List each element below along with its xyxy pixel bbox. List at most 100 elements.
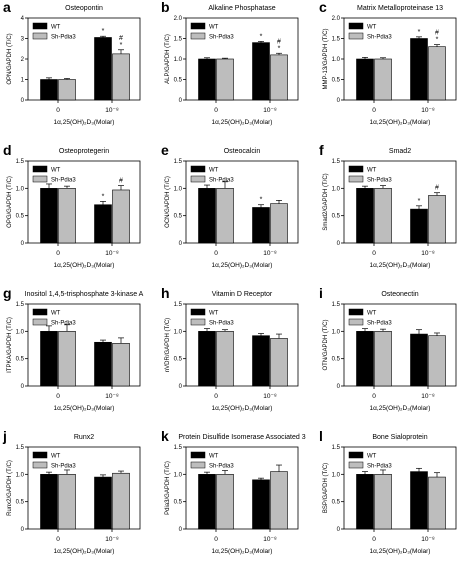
y-axis-label: Pdia3/GAPDH (T/C): [165, 461, 171, 515]
y-tick-label: 4: [21, 16, 25, 22]
legend-label: WT: [367, 311, 377, 317]
significance-mark: *: [418, 29, 421, 36]
bar-sh-1: [270, 54, 288, 101]
bar-sh-0: [216, 58, 234, 101]
x-axis-title: 1α,25(OH)₂D₃(Molar): [370, 262, 431, 269]
y-tick-label: 2.0: [174, 16, 183, 22]
bar-sh-0: [374, 58, 392, 101]
y-tick-label: 1.5: [16, 445, 25, 451]
panel-title: Protein Disulfide Isomerase Associated 3: [178, 434, 305, 441]
y-axis-label: Runx2/GAPDH (T/C): [7, 460, 13, 516]
y-axis-label: OPG/GAPDH (T/C): [7, 176, 13, 228]
legend-label: Sh-Pdia3: [51, 321, 76, 327]
y-tick-label: 0.5: [16, 500, 25, 506]
plot-frame: [343, 446, 457, 530]
bar-wt-0: [198, 474, 216, 530]
y-tick-label: 0: [21, 527, 25, 533]
legend-swatch-sh: [190, 318, 206, 326]
legend-swatch-sh: [32, 32, 48, 40]
x-tick-label: 0: [56, 393, 60, 400]
panel-c: c Matrix Metalloproteinase 13 0 0.5 1.0 1.5 2.…: [319, 0, 457, 126]
x-tick-label: 0: [56, 536, 60, 543]
panel-f: f Smad2 0 0.5 1.0 1.5 Smad2/GAPDH (T/C) 0 10⁻⁸ 1α…: [319, 142, 457, 269]
significance-mark: #: [119, 35, 123, 42]
bar-wt-0: [356, 474, 374, 530]
y-tick-label: 0: [21, 98, 25, 104]
legend-label: Sh-Pdia3: [51, 35, 76, 41]
bar-wt-1: [410, 333, 428, 387]
legend-swatch-sh: [32, 318, 48, 326]
panel-title: Inositol 1,4,5-trisphosphate 3-kinase A: [25, 291, 144, 298]
legend-label: Sh-Pdia3: [51, 464, 76, 470]
y-tick-label: 0.5: [332, 214, 341, 220]
legend-swatch-sh: [32, 175, 48, 183]
panel-b: b Alkaline Phosphatase 0 0.5 1.0 1.5 2.0 ALP/GA…: [161, 0, 299, 126]
bar-wt-0: [40, 331, 58, 387]
legend-label: Sh-Pdia3: [51, 178, 76, 184]
legend-label: WT: [51, 454, 61, 460]
y-tick-label: 0: [337, 527, 341, 533]
significance-mark: *: [278, 45, 281, 52]
panel-i: i Osteonectin 0 0.5 1.0 1.5 OTN/GAPDH (T/C) 0 10…: [319, 285, 457, 412]
y-tick-label: 0: [337, 384, 341, 390]
x-tick-label: 10⁻⁸: [105, 250, 119, 257]
y-tick-label: 0: [179, 527, 183, 533]
y-tick-label: 1.0: [332, 186, 341, 192]
x-tick-label: 10⁻⁸: [105, 107, 119, 114]
panel-j: j Runx2 0 0.5 1.0 1.5 Runx2/GAPDH (T/C) 0 10⁻⁸ 1α…: [2, 428, 141, 555]
x-axis-title: 1α,25(OH)₂D₃(Molar): [370, 548, 431, 555]
bar-sh-0: [216, 188, 234, 244]
panel-letter: d: [3, 142, 12, 158]
panel-letter: f: [319, 142, 324, 158]
significance-mark: *: [260, 197, 263, 204]
y-tick-label: 0: [21, 241, 25, 247]
y-tick-label: 0.5: [174, 500, 183, 506]
legend-swatch-wt: [32, 22, 48, 30]
significance-mark: #: [119, 178, 123, 185]
bar-wt-1: [94, 476, 112, 530]
y-tick-label: 1.5: [16, 302, 25, 308]
panel-letter: b: [161, 0, 170, 15]
bar-wt-1: [252, 42, 270, 101]
x-tick-label: 10⁻⁸: [421, 250, 435, 257]
bar-sh-0: [58, 331, 76, 387]
bar-sh-0: [216, 331, 234, 387]
significance-mark: *: [418, 198, 421, 205]
panel-title: Runx2: [74, 434, 94, 441]
y-tick-label: 0: [179, 241, 183, 247]
x-axis-title: 1α,25(OH)₂D₃(Molar): [54, 119, 115, 126]
y-axis-label: OCN/GAPDH (T/C): [165, 176, 171, 228]
bar-sh-0: [58, 79, 76, 101]
y-axis-label: nVDR/GAPDH (T/C): [165, 318, 171, 372]
panel-title: Osteoprotegerin: [59, 148, 109, 155]
bar-wt-1: [410, 38, 428, 101]
x-axis-title: 1α,25(OH)₂D₃(Molar): [212, 548, 273, 555]
panel-letter: g: [3, 285, 12, 301]
legend-swatch-sh: [190, 32, 206, 40]
legend-swatch-sh: [348, 318, 364, 326]
x-tick-label: 10⁻⁸: [263, 393, 277, 400]
y-tick-label: 0.5: [332, 357, 341, 363]
x-tick-label: 0: [214, 393, 218, 400]
y-tick-label: 0.5: [332, 500, 341, 506]
bar-sh-0: [374, 188, 392, 244]
y-tick-label: 1.5: [332, 37, 341, 43]
legend-swatch-sh: [190, 175, 206, 183]
x-tick-label: 10⁻⁸: [421, 393, 435, 400]
y-tick-label: 1.0: [332, 472, 341, 478]
x-axis-title: 1α,25(OH)₂D₃(Molar): [212, 405, 273, 412]
panel-title: Osteopontin: [65, 5, 103, 12]
legend-label: Sh-Pdia3: [367, 178, 392, 184]
y-tick-label: 3: [21, 37, 25, 43]
bar-sh-1: [428, 476, 446, 530]
bar-sh-0: [58, 188, 76, 244]
bar-wt-1: [94, 204, 112, 244]
bar-wt-0: [198, 58, 216, 101]
bar-wt-0: [356, 188, 374, 244]
panel-h: h Vitamin D Receptor 0 0.5 1.0 1.5 nVDR/GAPDH …: [161, 285, 299, 412]
y-axis-label: ITPKA/GAPDH (T/C): [7, 317, 13, 373]
significance-mark: *: [436, 37, 439, 44]
x-tick-label: 10⁻⁸: [263, 250, 277, 257]
bar-sh-1: [428, 46, 446, 101]
y-axis-label: OTN/GAPDH (T/C): [323, 320, 329, 371]
